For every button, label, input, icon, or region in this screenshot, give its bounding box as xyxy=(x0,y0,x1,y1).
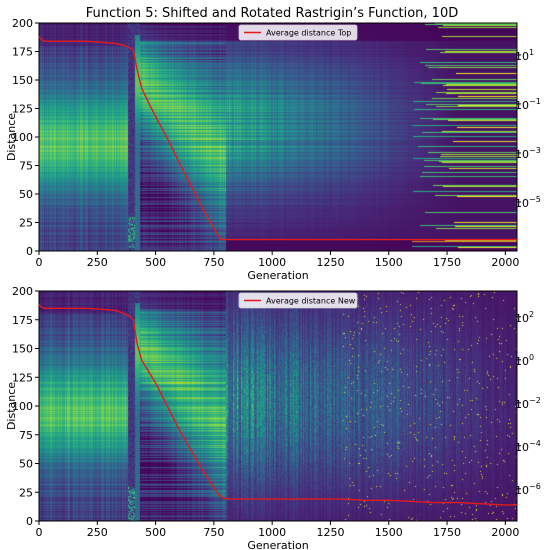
x-tick-label: 750 xyxy=(203,526,224,539)
x-tick-label: 1500 xyxy=(375,256,403,269)
top-panel: 0 250 500 750 1000 1250 1500 1750 2000 0 25 50 75 100… xyxy=(5,17,541,282)
x-tick-label: 2000 xyxy=(491,526,519,539)
x-axis-label: Generation xyxy=(247,269,308,282)
colorbar-tick-label: 10−2 xyxy=(515,396,541,411)
colorbar-tick-label: 10−1 xyxy=(515,97,541,112)
y-tick-label: 0 xyxy=(26,515,33,528)
y-axis-label: Distance xyxy=(5,113,18,161)
y-tick-label: 100 xyxy=(12,131,33,144)
legend-label: Average distance New xyxy=(266,297,356,306)
legend: Average distance New xyxy=(238,292,358,309)
y-axis-label: Distance xyxy=(5,382,18,430)
colorbar-tick-label: 10−3 xyxy=(515,146,541,161)
legend: Average distance Top xyxy=(238,24,358,41)
y-tick-label: 75 xyxy=(19,160,33,173)
y-tick-label: 100 xyxy=(12,400,33,413)
y-tick-label: 75 xyxy=(19,429,33,442)
x-tick-label: 1000 xyxy=(258,526,286,539)
x-tick-label: 1750 xyxy=(433,256,461,269)
y-tick-label: 125 xyxy=(12,371,33,384)
y-tick-label: 150 xyxy=(12,343,33,356)
y-tick-label: 125 xyxy=(12,103,33,116)
figure-title: Function 5: Shifted and Rotated Rastrigi… xyxy=(86,6,458,21)
y-tick-label: 175 xyxy=(12,314,33,327)
average-distance-line xyxy=(38,304,517,506)
y-tick-label: 175 xyxy=(12,46,33,59)
heatmap-image xyxy=(39,291,517,521)
x-tick-label: 0 xyxy=(36,526,43,539)
x-tick-label: 1750 xyxy=(433,526,461,539)
x-tick-label: 500 xyxy=(145,256,166,269)
x-axis-label: Generation xyxy=(247,539,308,550)
colorbar-tick-label: 10−6 xyxy=(515,482,541,497)
x-tick-label: 2000 xyxy=(491,256,519,269)
y-tick-label: 25 xyxy=(19,217,33,230)
y-tick-label: 150 xyxy=(12,74,33,87)
heatmap-image xyxy=(39,23,517,251)
x-tick-label: 250 xyxy=(87,256,108,269)
y-tick-label: 200 xyxy=(12,17,33,30)
x-tick-label: 0 xyxy=(36,256,43,269)
x-tick-label: 1500 xyxy=(375,526,403,539)
y-tick-label: 25 xyxy=(19,486,33,499)
x-tick-label: 250 xyxy=(87,526,108,539)
y-tick-label: 0 xyxy=(26,245,33,258)
legend-label: Average distance Top xyxy=(266,29,351,38)
y-tick-label: 50 xyxy=(19,188,33,201)
average-distance-line xyxy=(38,36,517,241)
colorbar-tick-label: 100 xyxy=(515,353,534,368)
x-tick-label: 1000 xyxy=(258,256,286,269)
x-tick-label: 1250 xyxy=(316,526,344,539)
colorbar-tick-label: 101 xyxy=(515,48,534,63)
bottom-panel: 0 250 500 750 1000 1250 1500 1750 2000 0 25 50 75 100… xyxy=(5,285,541,550)
x-tick-label: 500 xyxy=(145,526,166,539)
colorbar-tick-label: 102 xyxy=(515,310,534,325)
colorbar-tick-label: 10−5 xyxy=(515,195,541,210)
y-tick-label: 50 xyxy=(19,458,33,471)
x-tick-label: 1250 xyxy=(316,256,344,269)
colorbar-tick-label: 10−4 xyxy=(515,439,541,454)
y-tick-label: 200 xyxy=(12,285,33,298)
x-tick-label: 750 xyxy=(203,256,224,269)
